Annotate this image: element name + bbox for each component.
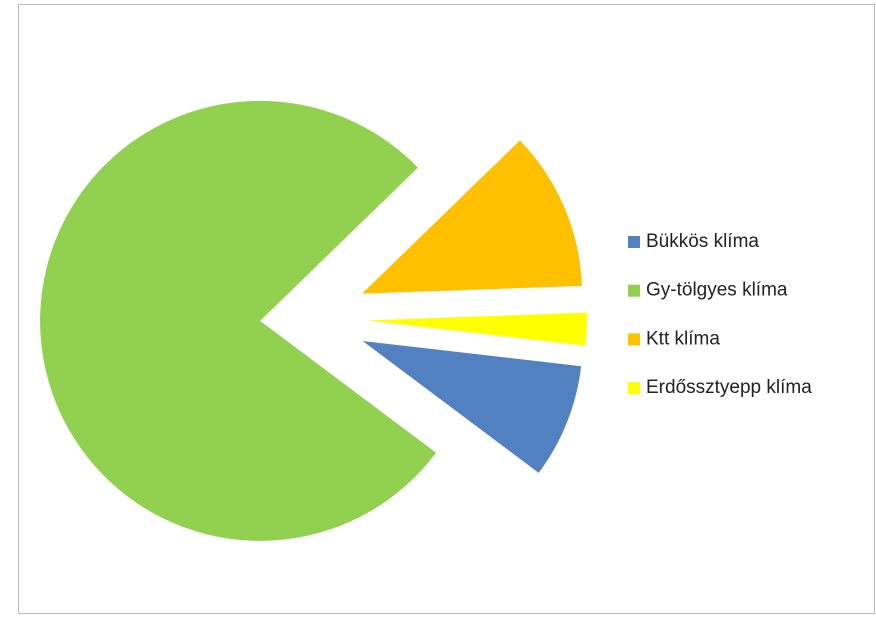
pie-slice bbox=[366, 312, 587, 346]
legend-label: Gy-tölgyes klíma bbox=[646, 280, 788, 301]
legend-label: Bükkös klíma bbox=[646, 231, 759, 252]
legend-swatch bbox=[628, 333, 640, 346]
pie-slice bbox=[40, 100, 437, 541]
pie-slice bbox=[362, 340, 582, 473]
legend-label: Ktt klíma bbox=[646, 328, 720, 349]
legend-swatch bbox=[628, 382, 640, 395]
legend-label: Erdőssztyepp klíma bbox=[646, 377, 812, 398]
pie-slice bbox=[362, 140, 582, 294]
legend-swatch bbox=[628, 284, 640, 297]
legend-swatch bbox=[628, 236, 640, 248]
